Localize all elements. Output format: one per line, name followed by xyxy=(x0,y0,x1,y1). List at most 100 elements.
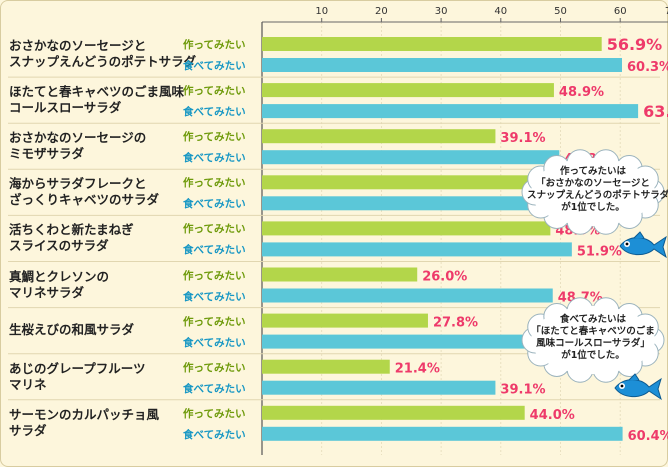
category-label-line: おさかなのソーセージと xyxy=(9,38,147,53)
fish-icon xyxy=(614,373,662,401)
fish-part xyxy=(628,373,640,381)
annotation-line: スナップえんどうのポテトサラダ」 xyxy=(527,190,668,201)
category-label-line: サーモンのカルパッチョ風 xyxy=(9,406,160,422)
data-label: 39.1% xyxy=(500,131,545,146)
series-label: 食べてみたい xyxy=(183,152,246,165)
fish-icon xyxy=(619,231,667,259)
annotation-line: 食べてみたいは xyxy=(559,314,627,325)
bar xyxy=(262,129,496,144)
bar xyxy=(262,242,572,257)
series-label: 作ってみたい xyxy=(183,315,246,328)
bar xyxy=(262,104,639,119)
series-label: 食べてみたい xyxy=(183,198,246,211)
data-label: 63.0% xyxy=(643,102,668,121)
data-label: 21.4% xyxy=(395,362,440,377)
annotation-line: が1位でした。 xyxy=(561,202,625,213)
category-label-line: コールスローサラダ xyxy=(9,100,122,116)
bar xyxy=(262,150,560,165)
category-label-line: ほたてと春キャベツのごま風味 xyxy=(9,84,185,100)
category-label: あじのグレープフルーツ マリネ xyxy=(9,361,179,393)
series-label: 作ってみたい xyxy=(183,361,246,374)
data-label: 48.9% xyxy=(559,85,604,100)
x-tick-label: 70(%) xyxy=(665,6,668,17)
series-label: 食べてみたい xyxy=(183,382,246,395)
bar xyxy=(262,37,602,51)
bar xyxy=(262,175,529,190)
data-label: 51.9% xyxy=(577,244,622,259)
fish-part xyxy=(619,235,667,259)
data-label: 44.0% xyxy=(530,408,575,423)
data-label: 39.1% xyxy=(500,383,545,398)
annotation-line: 作ってみたいは xyxy=(559,166,627,177)
bar xyxy=(262,359,390,374)
category-label-line: 活ちくわと新たまねぎ xyxy=(9,222,134,238)
series-label: 作ってみたい xyxy=(183,407,246,420)
bubble-body xyxy=(531,158,655,226)
bubble-body xyxy=(531,306,655,374)
fish-part xyxy=(614,377,662,401)
series-label: 食べてみたい xyxy=(183,428,246,441)
x-tick-label: 10 xyxy=(315,6,328,17)
bar xyxy=(262,405,525,420)
category-label-line: あじのグレープフルーツ xyxy=(9,360,146,376)
fish-part xyxy=(620,384,624,388)
category-label: 真鯛とクレソンの マリネサラダ xyxy=(9,269,179,301)
data-label: 60.4% xyxy=(628,429,668,444)
category-label-line: マリネ xyxy=(9,376,47,392)
fish-part xyxy=(625,242,629,246)
series-label: 作ってみたい xyxy=(183,269,246,282)
annotation-text: 作ってみたいは 「おさかなのソーセージと スナップえんどうのポテトサラダ」 が1位でし… xyxy=(527,166,668,214)
category-label-line: 真鯛とクレソンの xyxy=(9,268,110,284)
category-label: ほたてと春キャベツのごま風味 コールスローサラダ xyxy=(9,84,185,116)
category-label-line: ミモザサラダ xyxy=(9,146,85,162)
annotation-line: 「おさかなのソーセージと xyxy=(536,178,650,189)
x-tick-label: 60 xyxy=(614,6,627,17)
annotation-text: 食べてみたいは 「ほたてと春キャベツのごま 風味コールスローサラダ」 が1位でした。 xyxy=(527,314,659,362)
x-tick-label: 20 xyxy=(375,6,388,17)
bar xyxy=(262,83,554,98)
bar xyxy=(262,58,622,72)
series-label: 作ってみたい xyxy=(183,85,246,98)
x-tick-label: 40 xyxy=(494,6,507,17)
category-label: サーモンのカルパッチョ風 サラダ xyxy=(9,407,179,439)
bar xyxy=(262,313,428,328)
series-label: 作ってみたい xyxy=(183,177,246,190)
category-label-line: サラダ xyxy=(9,422,47,438)
x-tick-label: 30 xyxy=(435,6,448,17)
x-tick-label: 50 xyxy=(554,6,567,17)
category-label: 活ちくわと新たまねぎ スライスのサラダ xyxy=(9,222,179,254)
category-label-line: 海からサラダフレークと xyxy=(9,176,147,192)
annotation-bubble xyxy=(521,297,665,383)
series-label: 食べてみたい xyxy=(183,106,246,119)
category-label: 生桜えびの和風サラダ xyxy=(9,322,179,338)
annotation-bubble xyxy=(521,149,665,235)
fish-part xyxy=(633,231,645,239)
series-label: 食べてみたい xyxy=(183,290,246,303)
bar xyxy=(262,288,553,303)
series-label: 食べてみたい xyxy=(183,60,246,72)
data-label: 27.8% xyxy=(433,316,478,331)
annotation-line: 「ほたてと春キャベツのごま xyxy=(531,326,655,337)
bar xyxy=(262,267,418,282)
bar xyxy=(262,426,623,441)
category-label-line: スナップえんどうのポテトサラダ xyxy=(9,54,197,69)
data-label: 56.9% xyxy=(607,35,663,54)
annotation-line: 風味コールスローサラダ」 xyxy=(536,338,650,349)
bar xyxy=(262,380,496,395)
annotation-line: が1位でした。 xyxy=(561,350,625,361)
category-label: 海からサラダフレークと ざっくりキャベツのサラダ xyxy=(9,176,179,208)
bar xyxy=(262,221,551,236)
category-label: おさかなのソーセージの ミモザサラダ xyxy=(9,130,179,162)
series-label: 作ってみたい xyxy=(183,223,246,236)
bar xyxy=(262,334,543,349)
series-label: 食べてみたい xyxy=(183,336,246,349)
category-label-line: おさかなのソーセージの xyxy=(9,130,147,146)
series-label: 作ってみたい xyxy=(183,131,246,144)
category-label-line: 生桜えびの和風サラダ xyxy=(9,321,135,337)
series-label: 食べてみたい xyxy=(183,244,246,257)
category-label: おさかなのソーセージと スナップえんどうのポテトサラダ xyxy=(9,38,197,70)
data-label: 60.3% xyxy=(627,60,668,75)
series-label: 作ってみたい xyxy=(183,39,246,51)
